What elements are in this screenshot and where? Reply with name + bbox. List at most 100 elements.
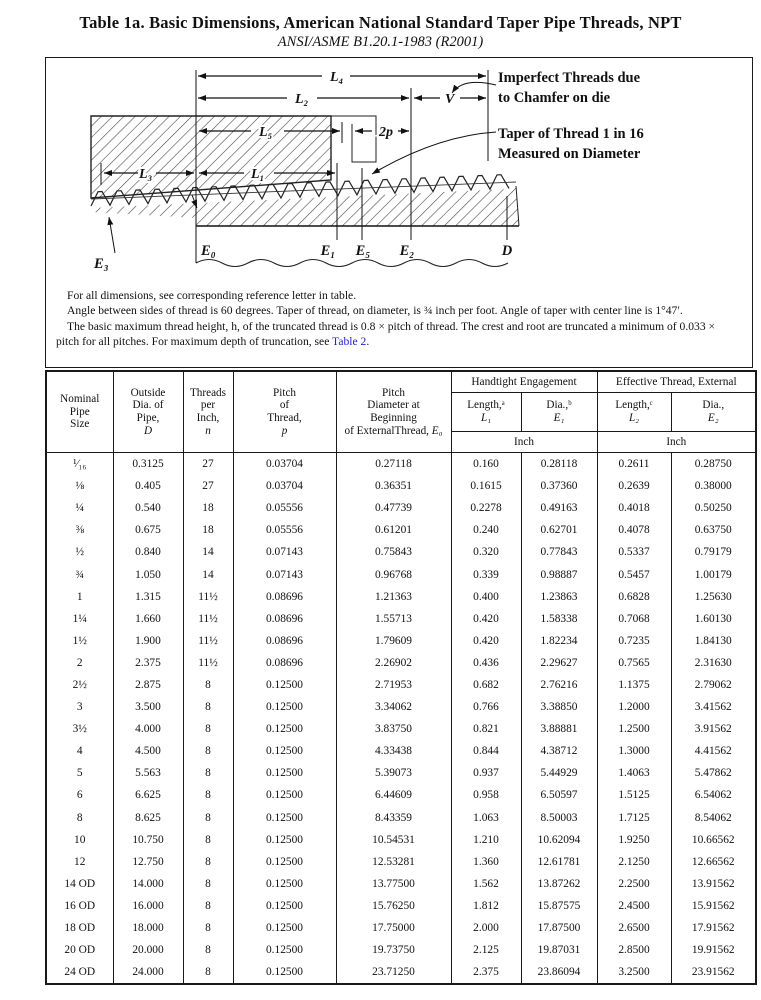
dim-label-l5: L₅ [258, 125, 273, 140]
nominal-size-cell: ¹⁄₁₆ [45, 452, 114, 476]
value-cell: 8 [182, 718, 234, 741]
value-cell: 11½ [182, 607, 234, 630]
value-cell: 3.88881 [520, 718, 598, 741]
value-cell: 1.55713 [335, 607, 452, 630]
dim-label-l4: L₄ [329, 70, 344, 85]
col-header-pitch-diameter: Pitch Diameter at Beginning of ExternalT… [335, 371, 452, 453]
value-cell: 14.000 [112, 872, 184, 895]
value-cell: 0.12500 [232, 850, 337, 873]
e0-leader [191, 194, 198, 209]
value-cell: 1.050 [112, 563, 184, 586]
table-row: 24 OD 24.000 8 0.12500 23.71250 2.375 23.86094… [45, 961, 757, 985]
value-cell: 11½ [182, 629, 234, 652]
sub-header-dia-e2-symbol: E₂ [707, 412, 719, 424]
thread-profile [90, 174, 510, 207]
value-cell: 8.54062 [670, 806, 757, 829]
value-cell: 0.36351 [335, 475, 452, 498]
value-cell: 1.2500 [596, 718, 672, 741]
value-cell: 10.750 [112, 828, 184, 851]
value-cell: 12.61781 [520, 850, 598, 873]
value-cell: 0.7565 [596, 651, 672, 674]
nominal-size-cell: 3½ [45, 718, 114, 741]
value-cell: 0.682 [450, 673, 522, 697]
value-cell: 13.91562 [670, 872, 757, 895]
value-cell: 0.50250 [670, 497, 757, 520]
table-row: 6 6.625 8 0.12500 6.44609 0.958 6.50597 1.5125 6… [45, 784, 757, 807]
value-cell: 4.41562 [670, 740, 757, 763]
value-cell: 0.4018 [596, 497, 672, 520]
value-cell: 1.900 [112, 629, 184, 652]
value-cell: 10.54531 [335, 828, 452, 851]
nominal-size-cell: 1 [45, 585, 114, 608]
col-header-pitch-dia-text: Pitch Diameter at Beginning of External [344, 386, 420, 437]
value-cell: 8.50003 [520, 806, 598, 829]
table-row: ¹⁄₁₆ 0.3125 27 0.03704 0.27118 0.160 0.28118 0.… [45, 452, 757, 476]
value-cell: 6.50597 [520, 784, 598, 807]
nominal-size-cell: 6 [45, 784, 114, 807]
taper-leader [371, 131, 497, 175]
value-cell: 0.766 [450, 696, 522, 719]
value-cell: 8 [182, 806, 234, 829]
value-cell: 1.82234 [520, 629, 598, 652]
value-cell: 2.2500 [596, 872, 672, 895]
value-cell: 0.07143 [232, 563, 337, 586]
nominal-size-cell: 1½ [45, 629, 114, 652]
value-cell: 8 [182, 762, 234, 785]
value-cell: 1.25630 [670, 585, 757, 608]
value-cell: 0.958 [450, 784, 522, 807]
group-header-handtight: Handtight Engagement [450, 371, 598, 393]
value-cell: 0.47739 [335, 497, 452, 520]
imperfect-threads-leader [451, 81, 497, 94]
value-cell: 0.2639 [596, 475, 672, 498]
value-cell: 17.91562 [670, 916, 757, 940]
table-row: 4 4.500 8 0.12500 4.33438 0.844 4.38712 1.3000 4… [45, 740, 757, 763]
sub-header-dia-e2-label: Dia., [702, 399, 725, 412]
col-header-nominal-pipe-size: Nominal Pipe Size [45, 371, 114, 453]
value-cell: 0.5337 [596, 541, 672, 564]
value-cell: 24.000 [112, 961, 184, 985]
table-row: 1½ 1.900 11½ 0.08696 1.79609 0.420 1.82234 0.72… [45, 629, 757, 652]
value-cell: 1.5125 [596, 784, 672, 807]
value-cell: 17.75000 [335, 916, 452, 940]
table-row: 1 1.315 11½ 0.08696 1.21363 0.400 1.23863 0.682… [45, 585, 757, 608]
value-cell: 2.4500 [596, 894, 672, 917]
nominal-size-cell: 8 [45, 806, 114, 829]
table-row: 3 3.500 8 0.12500 3.34062 0.766 3.38850 1.2000 3… [45, 696, 757, 719]
value-cell: 13.77500 [335, 872, 452, 895]
table-row: 8 8.625 8 0.12500 8.43359 1.063 8.50003 1.7125 8… [45, 806, 757, 829]
value-cell: 1.063 [450, 806, 522, 829]
value-cell: 1.84130 [670, 629, 757, 652]
col-header-threads-per-inch: Threads per Inch, n [182, 371, 234, 453]
ref-label-e3: E₃ [93, 256, 109, 272]
nominal-size-cell: 14 OD [45, 872, 114, 895]
nominal-size-cell: ⅛ [45, 475, 114, 498]
value-cell: 8 [182, 939, 234, 962]
value-cell: 4.38712 [520, 740, 598, 763]
table-row: 12 12.750 8 0.12500 12.53281 1.360 12.61781 2.1… [45, 850, 757, 873]
nominal-size-cell: 2 [45, 651, 114, 674]
value-cell: 1.562 [450, 872, 522, 895]
value-cell: 2.71953 [335, 673, 452, 697]
value-cell: 5.39073 [335, 762, 452, 785]
table-row: 16 OD 16.000 8 0.12500 15.76250 1.812 15.87575… [45, 894, 757, 917]
value-cell: 0.420 [450, 607, 522, 630]
table-row: 10 10.750 8 0.12500 10.54531 1.210 10.62094 1.9… [45, 828, 757, 851]
value-cell: 0.12500 [232, 961, 337, 985]
nominal-size-cell: 4 [45, 740, 114, 763]
table-2-link[interactable]: Table 2 [332, 334, 367, 348]
nominal-size-cell: ¼ [45, 497, 114, 520]
value-cell: 0.12500 [232, 806, 337, 829]
value-cell: 8 [182, 673, 234, 697]
value-cell: 18 [182, 519, 234, 542]
sub-header-length-l2-symbol: L₂ [628, 412, 640, 424]
value-cell: 8 [182, 850, 234, 873]
value-cell: 20.000 [112, 939, 184, 962]
value-cell: 0.400 [450, 585, 522, 608]
sub-header-length-l2: Length,ᶜ L₂ [596, 392, 672, 432]
value-cell: 0.12500 [232, 872, 337, 895]
value-cell: 1.812 [450, 894, 522, 917]
value-cell: 8 [182, 961, 234, 985]
col-header-threads-text: Threads per Inch, [189, 386, 227, 424]
value-cell: 0.6828 [596, 585, 672, 608]
note-angle: Angle between sides of thread is 60 degr… [67, 304, 683, 318]
